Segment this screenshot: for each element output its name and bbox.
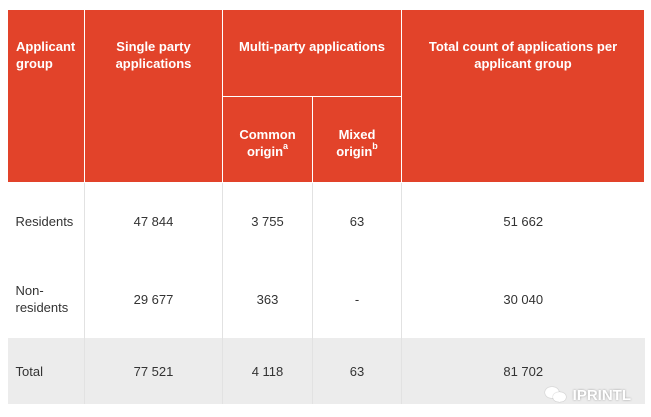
wechat-icon [544, 385, 567, 405]
header-applicant-group: Applicant group [7, 9, 85, 183]
cell-group: Total [7, 338, 85, 404]
cell-mixed: - [312, 260, 402, 338]
header-common-origin: Common origina [222, 96, 313, 183]
table-row-residents: Residents 47 844 3 755 63 51 662 [7, 182, 645, 260]
cell-common: 363 [222, 260, 313, 338]
watermark-text: IPRINTL [572, 386, 631, 404]
applications-table-container: Applicant group Single party application… [7, 9, 645, 404]
applications-table: Applicant group Single party application… [7, 9, 645, 404]
cell-mixed: 63 [312, 182, 402, 260]
cell-group: Non-residents [7, 260, 85, 338]
cell-common: 4 118 [222, 338, 313, 404]
cell-common: 3 755 [222, 182, 313, 260]
table-row-total: Total 77 521 4 118 63 81 702 [7, 338, 645, 404]
header-total-count: Total count of applications per applican… [401, 9, 645, 183]
cell-single: 29 677 [84, 260, 223, 338]
footnote-b: b [372, 140, 378, 151]
cell-single: 47 844 [84, 182, 223, 260]
header-multi-party: Multi-party applications [222, 9, 402, 97]
cell-total: 81 702 [401, 338, 645, 404]
cell-total: 51 662 [503, 214, 544, 229]
header-mixed-origin: Mixed originb [312, 96, 402, 183]
header-single-party: Single party applications [84, 9, 223, 183]
watermark: IPRINTL [544, 385, 631, 405]
table-row-non-residents: Non-residents 29 677 363 - 30 040 [7, 260, 645, 338]
footnote-a: a [283, 140, 289, 151]
cell-group: Residents [7, 182, 85, 260]
cell-mixed: 63 [312, 338, 402, 404]
cell-single: 77 521 [84, 338, 223, 404]
cell-total: 30 040 [503, 291, 544, 307]
